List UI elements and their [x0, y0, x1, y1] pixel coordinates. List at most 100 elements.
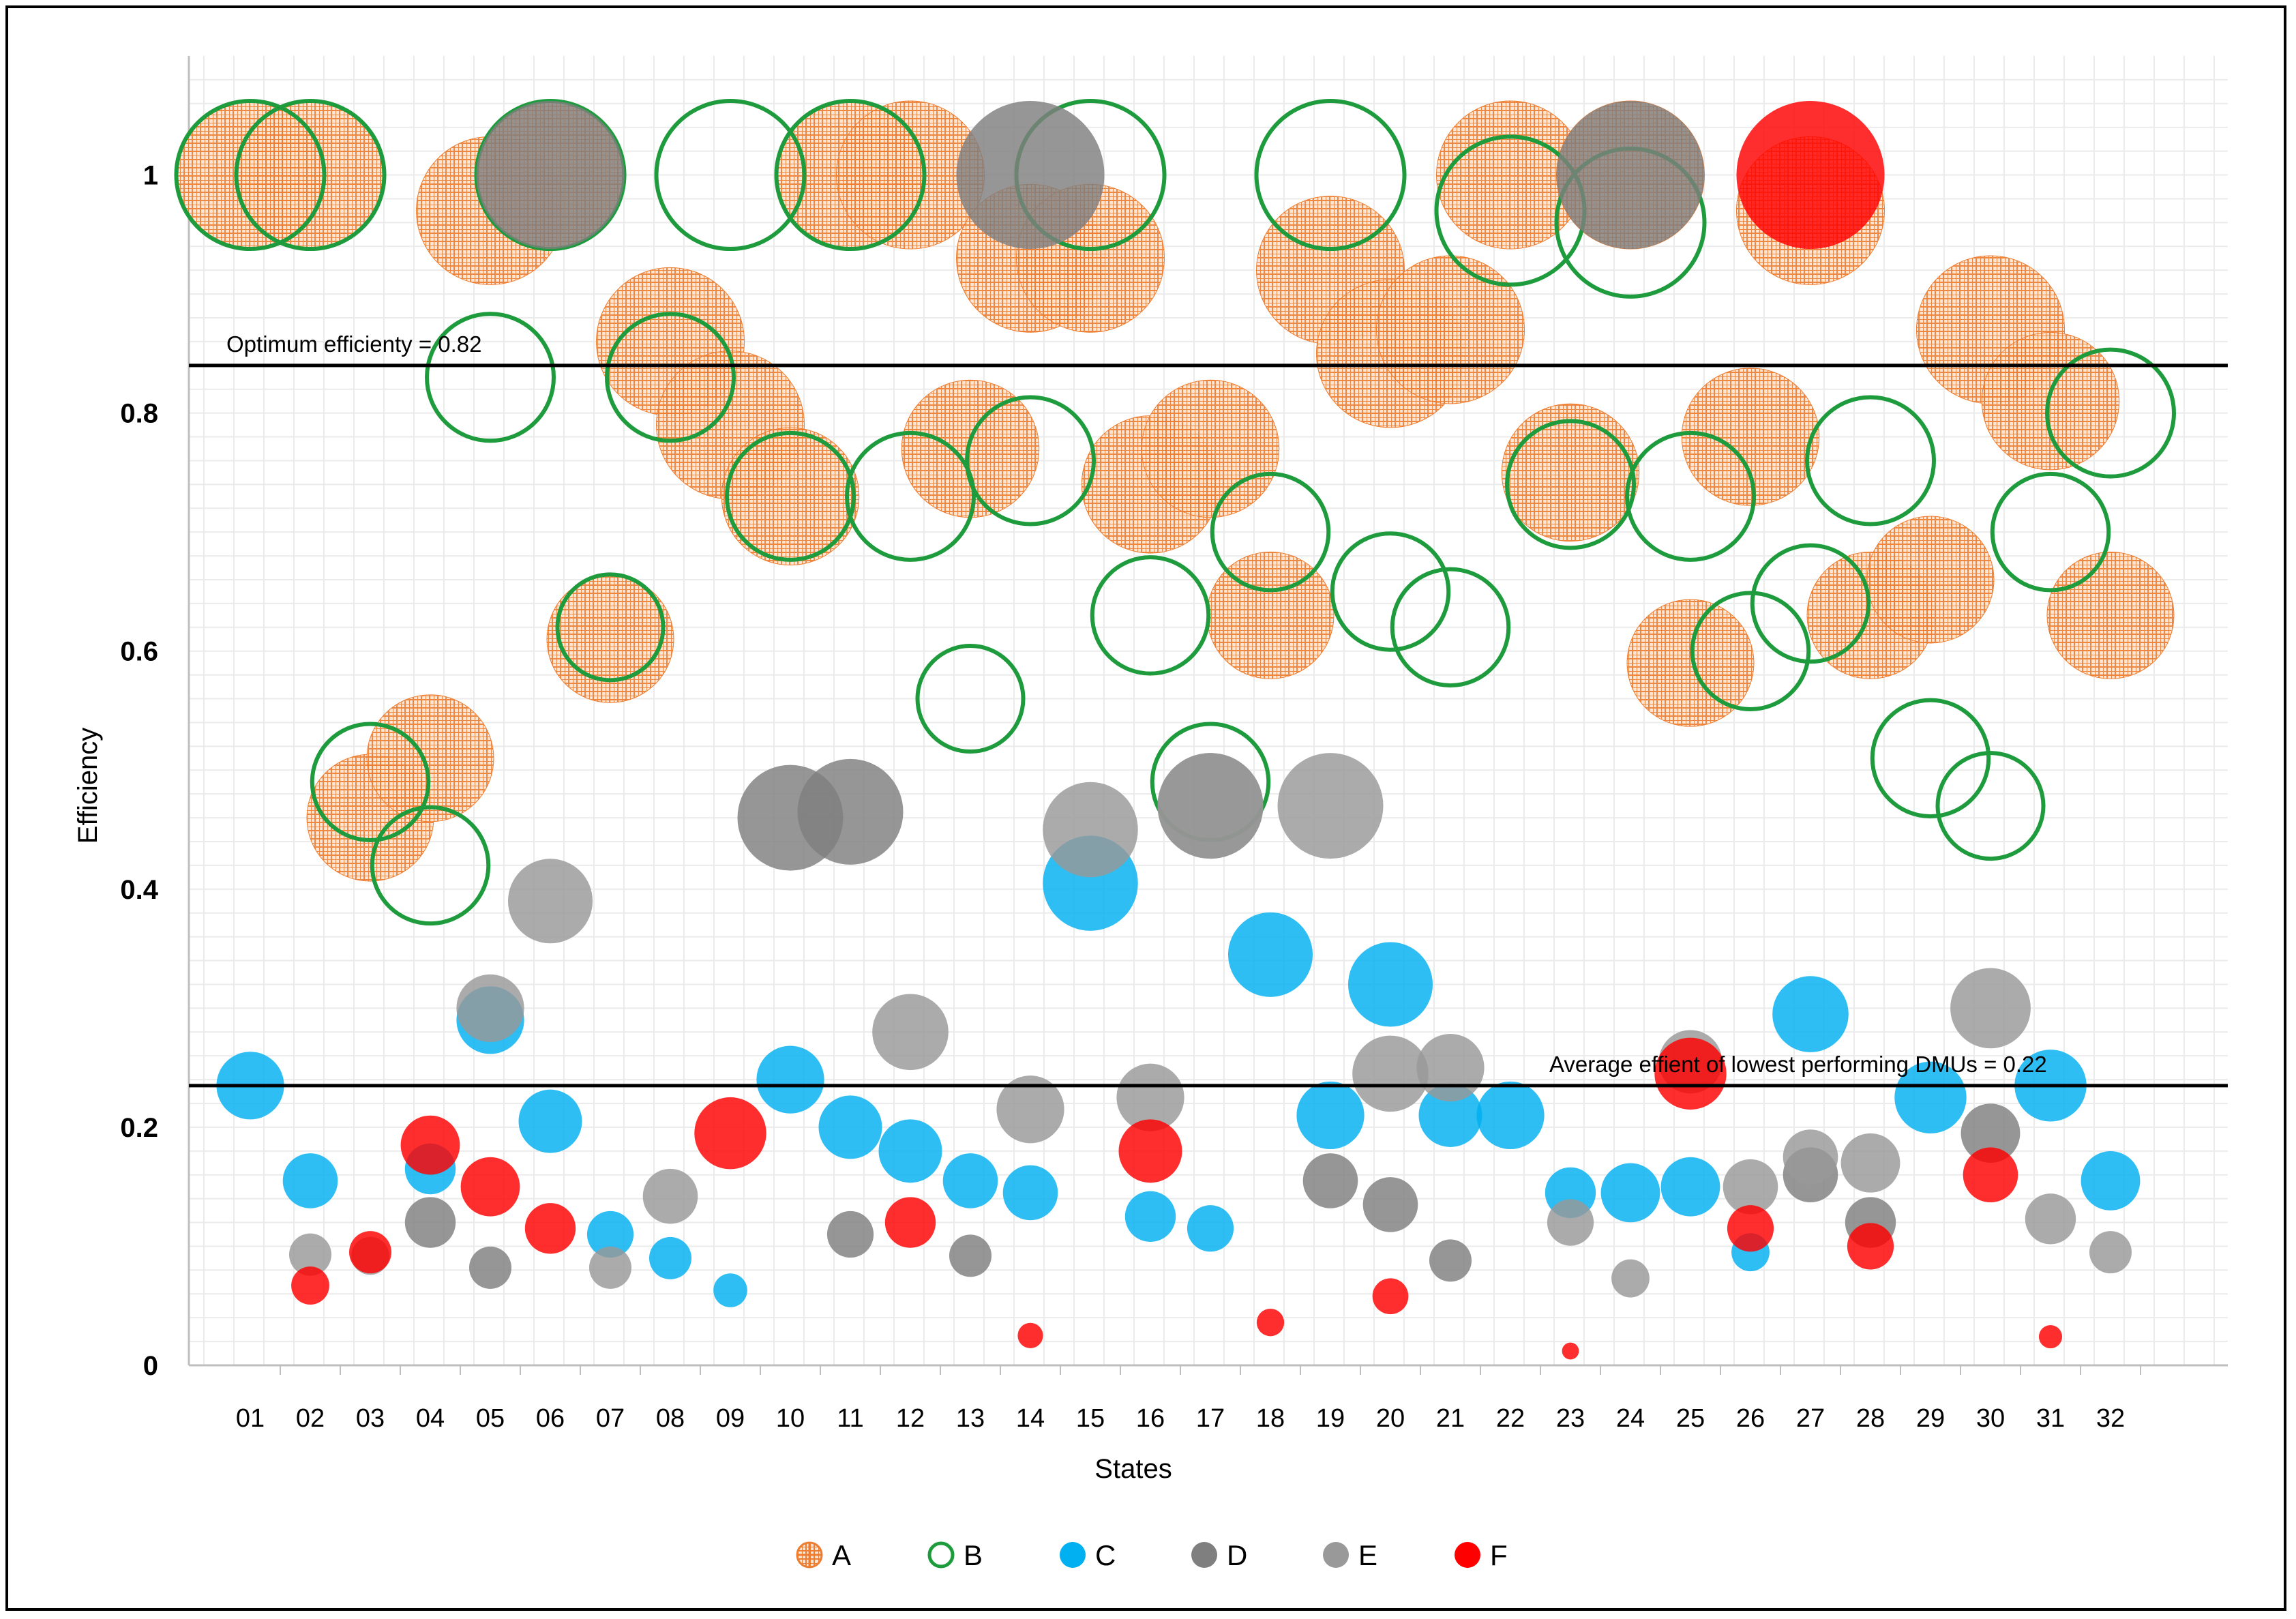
bubble-c [818, 1095, 882, 1159]
bubble-f [1256, 1309, 1285, 1337]
bubble-e [456, 974, 524, 1042]
bubble-b [1390, 567, 1511, 688]
bubble-c [649, 1236, 691, 1279]
x-tick-label: 16 [1136, 1404, 1165, 1433]
bubble-b [1505, 419, 1636, 550]
bubble-c [282, 1153, 338, 1208]
bubble-e [1840, 1133, 1900, 1193]
x-axis-title: States [1094, 1454, 1172, 1484]
x-tick-label: 08 [656, 1404, 685, 1433]
x-tick-label: 27 [1796, 1404, 1825, 1433]
x-tick-label: 12 [896, 1404, 925, 1433]
x-tick-label: 30 [1976, 1404, 2005, 1433]
bubble-f [1847, 1223, 1894, 1270]
bubble-b [915, 644, 1026, 754]
bubble-e [1157, 753, 1264, 859]
bubble-d [1556, 101, 1705, 250]
bubble-c [1418, 1083, 1482, 1147]
legend-item-b: B [927, 1539, 983, 1571]
bubble-d [469, 1246, 511, 1289]
bubble-d [1429, 1239, 1472, 1282]
x-tick-label: 25 [1676, 1404, 1705, 1433]
bubble-a [546, 575, 674, 703]
y-tick-label: 0 [143, 1351, 158, 1381]
bubble-b [2045, 347, 2176, 479]
x-tick-label: 32 [2096, 1404, 2125, 1433]
bubble-c [1348, 942, 1433, 1027]
bubble-c [1187, 1205, 1234, 1252]
bubble-d [826, 1210, 874, 1258]
y-axis-title: Efficiency [73, 728, 103, 844]
bubble-f [1118, 1119, 1182, 1183]
bubble-b [1625, 430, 1756, 562]
bubble-c [1002, 1165, 1058, 1221]
bubble-c [2081, 1151, 2141, 1210]
bubble-b [1330, 531, 1451, 652]
bubble-f [1372, 1278, 1409, 1315]
bubble-f [884, 1197, 936, 1248]
bubble-f [460, 1157, 520, 1217]
bubble-b [1805, 395, 1936, 526]
bubble-c [518, 1089, 582, 1153]
bubble-b [725, 430, 856, 562]
x-tick-label: 04 [416, 1404, 445, 1433]
legend-item-c: C [1060, 1539, 1116, 1571]
bubble-e [508, 859, 593, 944]
bubble-a [1626, 599, 1755, 727]
bubble-c [713, 1273, 747, 1307]
bubble-e [1043, 782, 1138, 878]
x-tick-label: 02 [296, 1404, 325, 1433]
x-tick-label: 01 [236, 1404, 265, 1433]
bubble-f [1654, 1037, 1727, 1110]
x-tick-label: 11 [837, 1404, 863, 1433]
x-tick-label: 19 [1316, 1404, 1345, 1433]
bubble-f [1562, 1342, 1579, 1360]
bubble-d [949, 1234, 992, 1277]
legend-item-f: F [1455, 1539, 1508, 1571]
bubble-e [1352, 1035, 1429, 1112]
bubble-e [1547, 1199, 1594, 1246]
y-tick-label: 0.8 [120, 399, 158, 429]
bubble-d [404, 1197, 456, 1248]
x-tick-label: 28 [1856, 1404, 1885, 1433]
bubble-e [1950, 968, 2031, 1049]
x-tick-label: 07 [596, 1404, 625, 1433]
bubble-f [2038, 1325, 2063, 1349]
bubble-a [901, 379, 1040, 518]
legend-label: B [964, 1539, 983, 1571]
bubble-e [589, 1246, 631, 1289]
legend-label: C [1095, 1539, 1116, 1571]
axis-labels: Efficiency States [73, 728, 1172, 1484]
bubble-b [370, 805, 491, 926]
bubble-f [1736, 101, 1885, 250]
y-tick-label: 0.2 [120, 1113, 158, 1143]
legend-label: E [1358, 1539, 1377, 1571]
bubble-d [797, 758, 904, 865]
bubble-a [1866, 516, 1995, 644]
bubble-c [1660, 1157, 1720, 1217]
legend-swatch [1455, 1542, 1480, 1568]
bubble-b [1990, 471, 2111, 593]
x-tick-label: 20 [1376, 1404, 1405, 1433]
x-tick-label: 31 [2036, 1404, 2065, 1433]
x-tick-label: 23 [1556, 1404, 1585, 1433]
x-tick-label: 14 [1016, 1404, 1045, 1433]
y-tick-label: 0.6 [120, 637, 158, 667]
legend-swatch [927, 1541, 955, 1569]
bubble-d [1960, 1103, 2021, 1163]
x-tick-label: 09 [716, 1404, 745, 1433]
bubble-d [1302, 1153, 1358, 1208]
bubble-f [524, 1203, 576, 1254]
bubble-c [878, 1119, 942, 1183]
reference-lines: Optimum efficienty = 0.82 Average effient… [189, 331, 2228, 1088]
x-tick-label: 24 [1616, 1404, 1645, 1433]
bubble-a [2046, 551, 2175, 679]
bubble-d [956, 101, 1105, 250]
bubble-b [310, 722, 431, 842]
bubble-c [1296, 1081, 1365, 1150]
bubble-e [996, 1075, 1064, 1144]
bubble-f [1727, 1205, 1774, 1252]
bubble-e [642, 1168, 698, 1224]
x-tick-label: 21 [1436, 1404, 1465, 1433]
bubble-f [291, 1266, 329, 1305]
